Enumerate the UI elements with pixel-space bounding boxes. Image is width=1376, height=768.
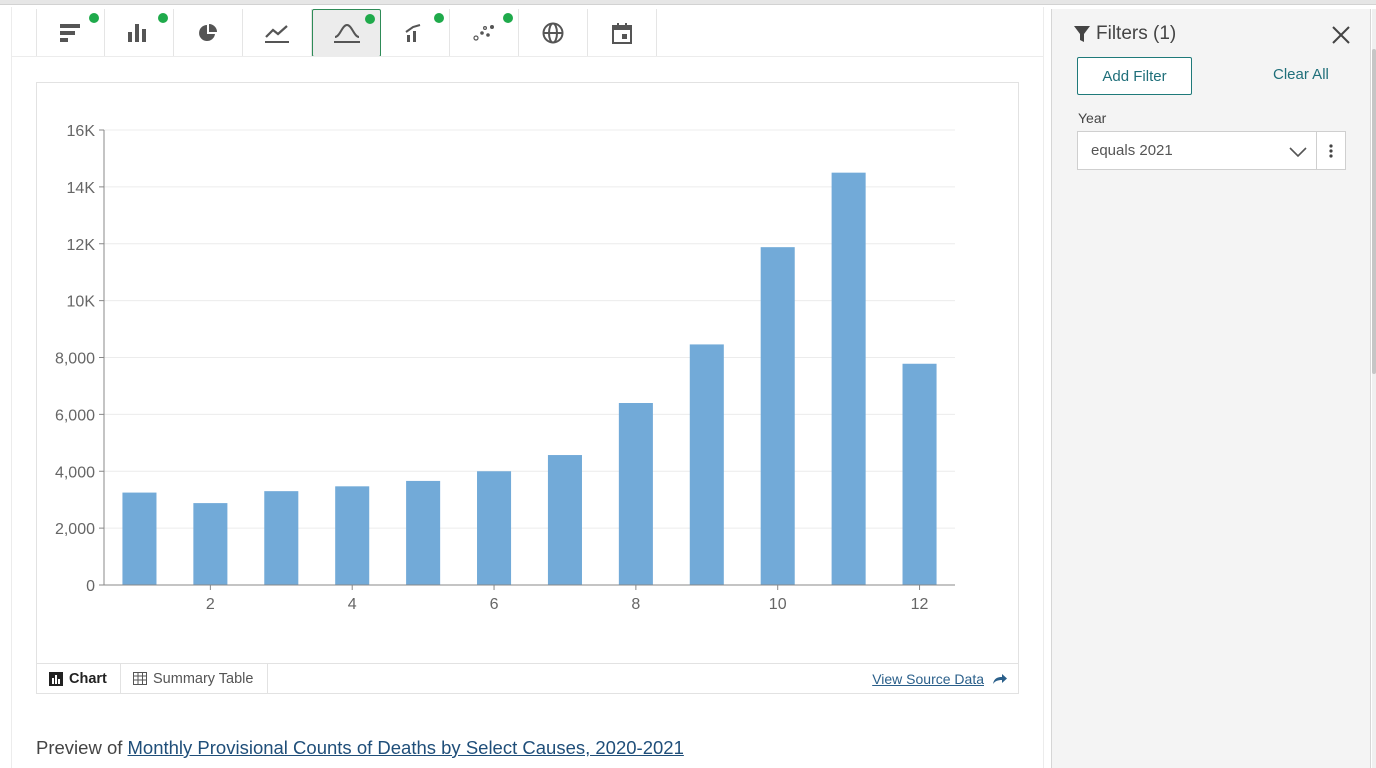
pie-chart-icon [199, 24, 217, 41]
bar [831, 172, 866, 585]
table-icon [133, 672, 147, 685]
view-source-data-label: View Source Data [872, 670, 984, 687]
calendar-button[interactable] [588, 9, 657, 57]
pie-chart-button[interactable] [174, 9, 243, 57]
x-tick-label: 12 [911, 596, 929, 613]
dataset-link[interactable]: Monthly Provisional Counts of Deaths by … [127, 737, 684, 758]
scrollbar-thumb[interactable] [1372, 49, 1376, 374]
bar-chart: 0 2,000 4,000 6,000 8,000 10K 12K 14K 16K 2 4 6 8 10 1… [55, 123, 955, 613]
chart-icon [49, 671, 63, 686]
active-indicator-dot [434, 13, 444, 23]
active-indicator-dot [365, 14, 375, 24]
filters-title: Filters (1) [1096, 23, 1177, 44]
bar [902, 363, 937, 585]
bar [122, 492, 157, 585]
y-tick-label: 0 [86, 578, 95, 595]
filters-heading: Filters (1) [1074, 23, 1176, 45]
preview-prefix: Preview of [36, 737, 128, 758]
bar [335, 486, 370, 585]
globe-icon [542, 22, 564, 44]
y-tick-label: 16K [67, 123, 96, 140]
x-tick-label: 2 [206, 596, 215, 613]
bar [618, 403, 653, 585]
bar [689, 344, 724, 585]
chart-card: 0 2,000 4,000 6,000 8,000 10K 12K 14K 16K 2 4 6 8 10 1… [36, 82, 1019, 694]
line-chart-button[interactable] [243, 9, 312, 57]
clear-all-link[interactable]: Clear All [1273, 66, 1329, 83]
x-tick-label: 4 [348, 596, 357, 613]
filter-funnel-icon [1074, 25, 1090, 42]
toolbar-divider [12, 56, 1043, 57]
horizontal-bar-chart-icon [59, 24, 80, 42]
column-chart-icon [128, 24, 146, 42]
main-pane: 0 2,000 4,000 6,000 8,000 10K 12K 14K 16K 2 4 6 8 10 1… [11, 7, 1044, 768]
top-border [0, 0, 1376, 5]
filter-field-label: Year [1078, 110, 1107, 126]
histogram-chart-button[interactable] [312, 9, 381, 57]
x-tick-label: 10 [769, 596, 787, 613]
view-source-data-link[interactable]: View Source Data [872, 664, 1008, 693]
y-tick-label: 14K [67, 180, 96, 197]
tab-chart[interactable]: Chart [37, 664, 121, 693]
chart-card-footer: Chart Summary Table View Source Data [37, 663, 1018, 693]
y-tick-label: 8,000 [55, 351, 95, 368]
combo-chart-icon [405, 24, 421, 42]
tab-summary-table-label: Summary Table [153, 670, 254, 687]
filters-panel: Filters (1) Add Filter Clear All Year eq… [1051, 9, 1371, 768]
line-chart-icon [265, 25, 289, 43]
active-indicator-dot [503, 13, 513, 23]
bar [264, 491, 299, 585]
scatter-chart-icon [473, 25, 494, 41]
column-chart-button[interactable] [105, 9, 174, 57]
bar [406, 480, 441, 585]
add-filter-button[interactable]: Add Filter [1077, 57, 1192, 95]
tab-summary-table[interactable]: Summary Table [121, 664, 268, 693]
calendar-icon [612, 22, 632, 44]
kebab-menu-icon [1329, 143, 1333, 158]
x-tick-label: 8 [631, 596, 640, 613]
filter-options-button[interactable] [1316, 131, 1346, 170]
year-filter-value: equals 2021 [1091, 142, 1173, 159]
visualization-type-toolbar [36, 9, 657, 57]
close-filters-button[interactable] [1330, 24, 1352, 46]
preview-caption: Preview of Monthly Provisional Counts of… [36, 737, 684, 759]
x-tick-label: 6 [490, 596, 499, 613]
y-tick-label: 4,000 [55, 464, 95, 481]
close-icon [1332, 26, 1350, 44]
y-tick-label: 12K [67, 237, 96, 254]
active-indicator-dot [89, 13, 99, 23]
bar [477, 471, 512, 585]
bar [193, 503, 228, 585]
chevron-down-icon [1289, 147, 1307, 158]
y-tick-label: 2,000 [55, 521, 95, 538]
y-tick-label: 6,000 [55, 407, 95, 424]
bell-curve-icon [333, 23, 360, 43]
page-scrollbar[interactable] [1372, 9, 1376, 768]
combo-chart-button[interactable] [381, 9, 450, 57]
bar [760, 247, 795, 585]
tab-chart-label: Chart [69, 670, 107, 687]
y-tick-label: 10K [67, 294, 96, 311]
map-button[interactable] [519, 9, 588, 57]
share-arrow-icon [993, 673, 1007, 684]
bar [547, 455, 582, 585]
year-filter-select[interactable]: equals 2021 [1077, 131, 1317, 170]
scatter-chart-button[interactable] [450, 9, 519, 57]
active-indicator-dot [158, 13, 168, 23]
horizontal-bar-chart-button[interactable] [36, 9, 105, 57]
